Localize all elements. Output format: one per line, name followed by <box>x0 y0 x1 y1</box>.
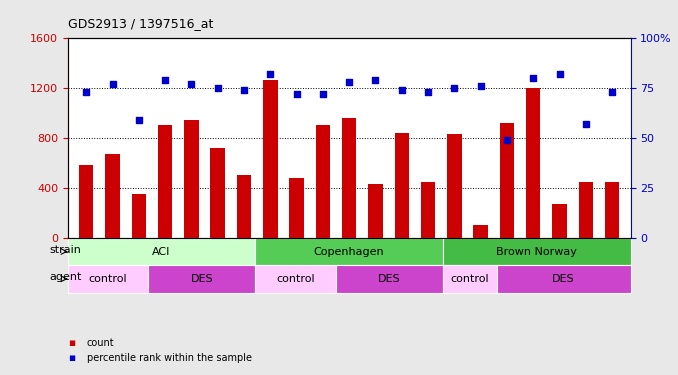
Bar <box>263 80 277 238</box>
Bar <box>496 265 631 292</box>
Bar <box>184 120 199 238</box>
Text: control: control <box>276 274 315 284</box>
Bar <box>316 125 330 238</box>
Bar <box>395 133 409 238</box>
Point <box>527 75 538 81</box>
Bar <box>500 123 514 238</box>
Text: control: control <box>450 274 489 284</box>
Point <box>107 81 118 87</box>
Point <box>344 79 355 85</box>
Text: DES: DES <box>553 274 575 284</box>
Bar <box>68 265 148 292</box>
Text: GDS2913 / 1397516_at: GDS2913 / 1397516_at <box>68 17 213 30</box>
Bar <box>158 125 172 238</box>
Bar <box>256 265 336 292</box>
Bar <box>148 265 256 292</box>
Point <box>186 81 197 87</box>
Point <box>449 85 460 91</box>
Bar <box>447 134 462 238</box>
Bar <box>526 88 540 238</box>
Point <box>291 91 302 97</box>
Bar <box>79 165 94 238</box>
Point <box>554 70 565 76</box>
Text: percentile rank within the sample: percentile rank within the sample <box>87 353 252 363</box>
Bar <box>336 265 443 292</box>
Point <box>607 88 618 94</box>
Text: DES: DES <box>378 274 401 284</box>
Bar <box>105 154 120 238</box>
Point <box>317 91 328 97</box>
Point <box>580 121 591 127</box>
Point <box>134 117 144 123</box>
Point <box>239 87 250 93</box>
Point <box>422 88 433 94</box>
Text: Copenhagen: Copenhagen <box>314 246 384 256</box>
Point <box>81 88 92 94</box>
Text: Brown Norway: Brown Norway <box>496 246 577 256</box>
Bar <box>210 148 225 238</box>
Text: count: count <box>87 338 115 348</box>
Point <box>397 87 407 93</box>
Bar <box>443 265 496 292</box>
Bar <box>342 118 357 238</box>
Bar <box>68 238 256 265</box>
Bar <box>421 182 435 238</box>
Bar <box>578 182 593 238</box>
Point <box>370 76 381 82</box>
Text: strain: strain <box>49 245 81 255</box>
Text: ◾: ◾ <box>68 353 75 363</box>
Text: DES: DES <box>191 274 213 284</box>
Point <box>160 76 171 82</box>
Bar <box>473 225 488 238</box>
Text: ◾: ◾ <box>68 338 75 348</box>
Text: control: control <box>89 274 127 284</box>
Text: ACI: ACI <box>153 246 171 256</box>
Bar <box>605 182 620 238</box>
Bar <box>553 204 567 238</box>
Bar <box>368 184 382 238</box>
Point <box>475 82 486 88</box>
Bar <box>290 178 304 238</box>
Bar <box>443 238 631 265</box>
Bar <box>256 238 443 265</box>
Bar <box>132 194 146 238</box>
Point <box>502 136 513 142</box>
Point <box>265 70 276 76</box>
Text: agent: agent <box>49 273 81 282</box>
Bar <box>237 175 252 238</box>
Point <box>212 85 223 91</box>
